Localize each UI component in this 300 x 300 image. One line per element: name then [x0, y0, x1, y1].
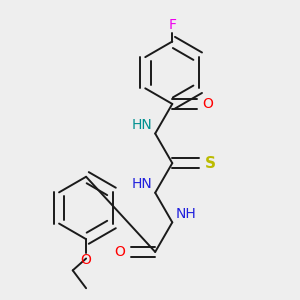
Text: O: O [81, 254, 92, 267]
Text: HN: HN [131, 118, 152, 132]
Text: O: O [202, 97, 213, 111]
Text: NH: NH [175, 207, 196, 221]
Text: S: S [204, 156, 215, 171]
Text: F: F [168, 18, 176, 32]
Text: O: O [115, 245, 125, 259]
Text: HN: HN [131, 177, 152, 191]
